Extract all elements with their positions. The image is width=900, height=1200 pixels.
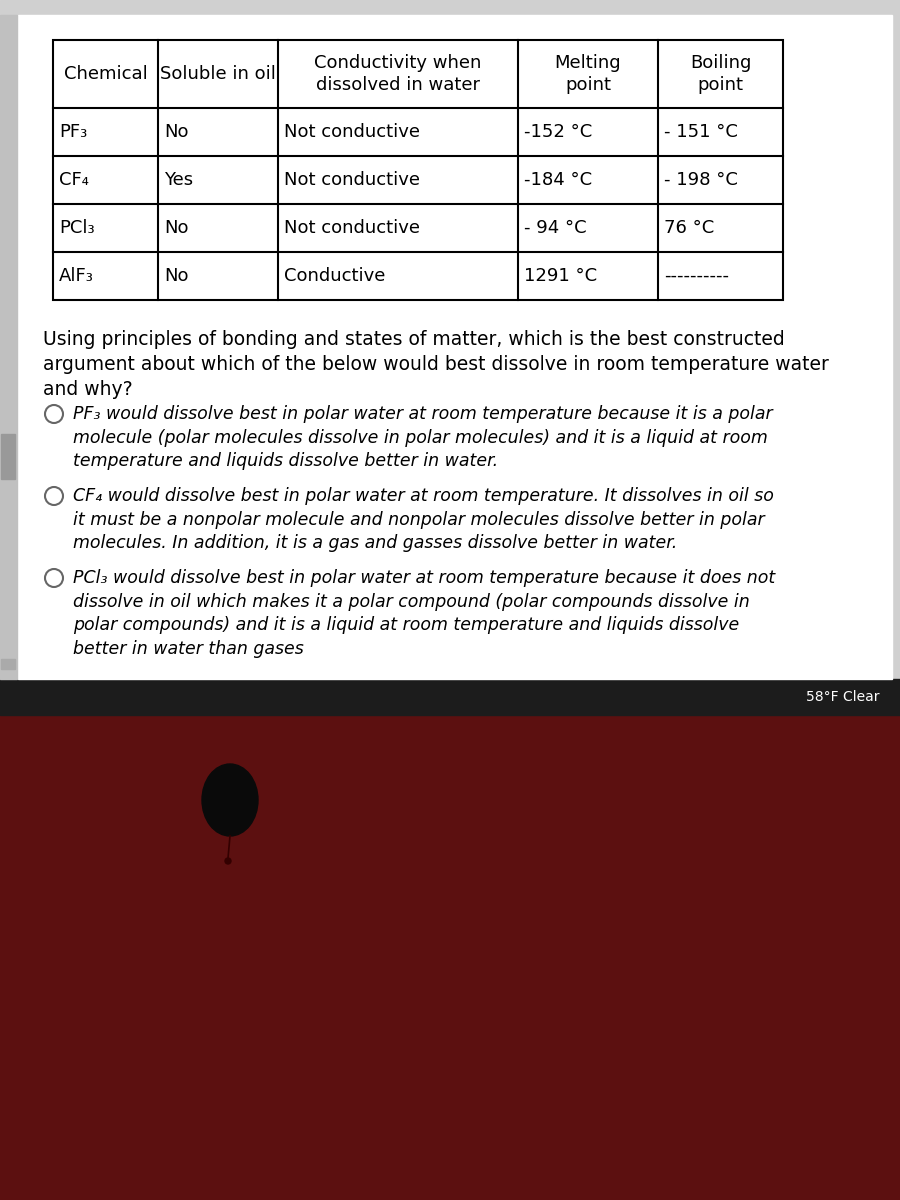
Text: Not conductive: Not conductive <box>284 122 420 140</box>
Text: 1291 °C: 1291 °C <box>524 266 597 284</box>
Text: ----------: ---------- <box>664 266 729 284</box>
Text: No: No <box>164 122 188 140</box>
Text: -184 °C: -184 °C <box>524 170 592 188</box>
Bar <box>0 14 17 679</box>
Text: CF₄: CF₄ <box>59 170 89 188</box>
Text: AlF₃: AlF₃ <box>59 266 94 284</box>
Text: - 198 °C: - 198 °C <box>664 170 738 188</box>
Text: Melting
point: Melting point <box>554 54 621 94</box>
Text: Chemical: Chemical <box>64 65 148 83</box>
Text: Yes: Yes <box>164 170 194 188</box>
Text: Not conductive: Not conductive <box>284 218 420 236</box>
Text: PF₃: PF₃ <box>59 122 87 140</box>
Text: 76 °C: 76 °C <box>664 218 715 236</box>
Text: Using principles of bonding and states of matter, which is the best constructed
: Using principles of bonding and states o… <box>43 330 829 398</box>
Ellipse shape <box>202 764 258 836</box>
Text: No: No <box>164 218 188 236</box>
Text: Conductive: Conductive <box>284 266 385 284</box>
Bar <box>0 679 900 715</box>
Text: PF₃ would dissolve best in polar water at room temperature because it is a polar: PF₃ would dissolve best in polar water a… <box>73 404 772 470</box>
Text: CF₄ would dissolve best in polar water at room temperature. It dissolves in oil : CF₄ would dissolve best in polar water a… <box>73 487 774 552</box>
Bar <box>1 434 15 479</box>
Bar <box>53 40 783 300</box>
Bar <box>0 715 900 1200</box>
Text: - 151 °C: - 151 °C <box>664 122 738 140</box>
Bar <box>1 659 15 670</box>
Text: Soluble in oil: Soluble in oil <box>160 65 276 83</box>
Text: 58°F Clear: 58°F Clear <box>806 690 880 704</box>
Circle shape <box>225 858 231 864</box>
Text: PCl₃: PCl₃ <box>59 218 94 236</box>
Text: No: No <box>164 266 188 284</box>
Bar <box>18 14 892 679</box>
Text: Conductivity when
dissolved in water: Conductivity when dissolved in water <box>314 54 482 94</box>
Text: Boiling
point: Boiling point <box>689 54 751 94</box>
Text: PCl₃ would dissolve best in polar water at room temperature because it does not
: PCl₃ would dissolve best in polar water … <box>73 569 775 658</box>
Text: Not conductive: Not conductive <box>284 170 420 188</box>
Text: - 94 °C: - 94 °C <box>524 218 587 236</box>
Text: -152 °C: -152 °C <box>524 122 592 140</box>
